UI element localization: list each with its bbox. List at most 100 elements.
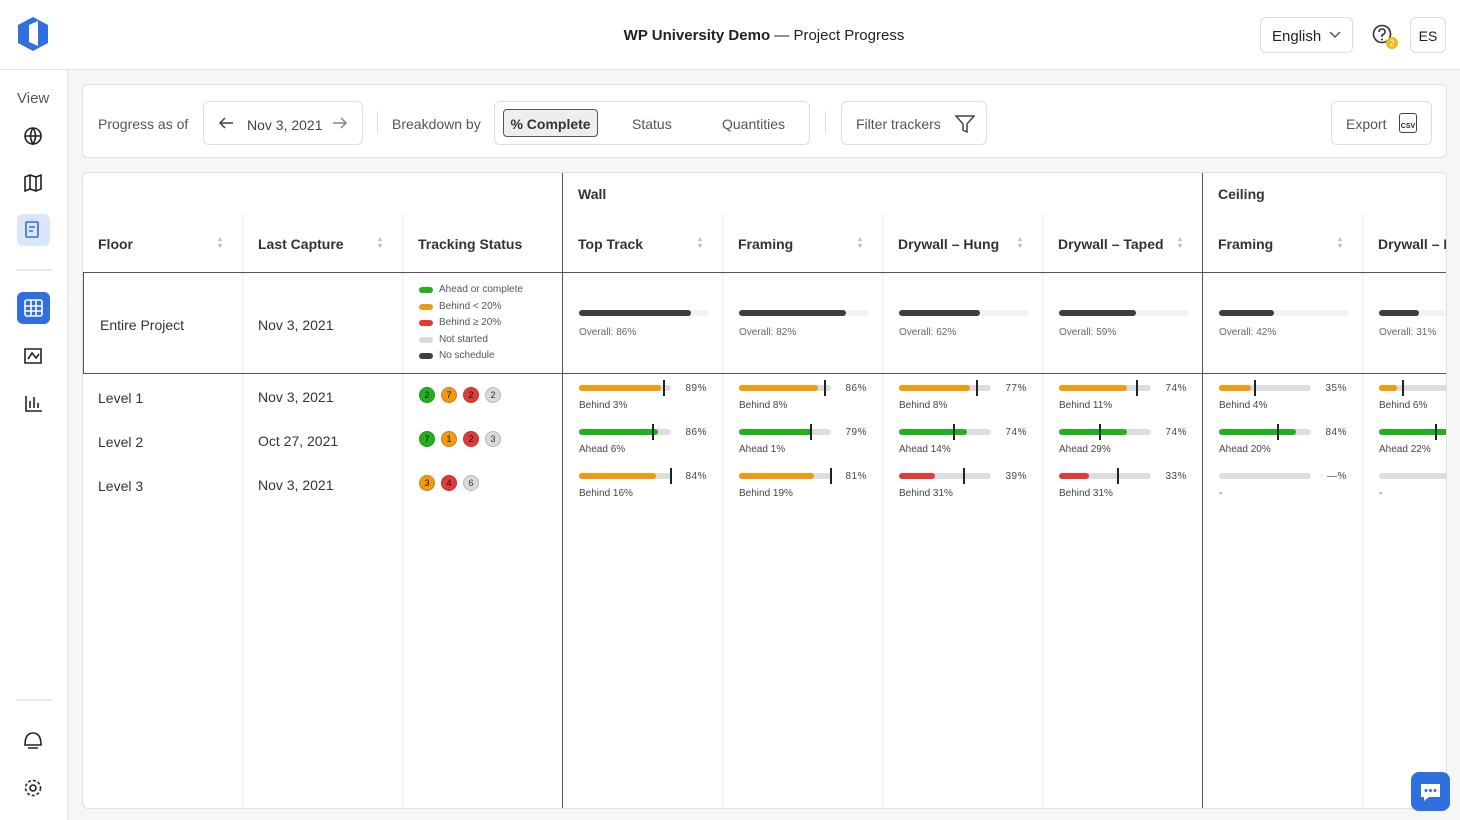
expected-marker <box>1099 424 1102 440</box>
divider <box>377 111 378 133</box>
legend-label: Behind ≥ 20% <box>439 317 502 328</box>
last-capture: Nov 3, 2021 <box>258 317 334 333</box>
overall-bar <box>739 310 846 316</box>
percent-label: 39% <box>1005 471 1027 482</box>
divider <box>825 111 826 133</box>
progress-bar <box>1059 385 1128 391</box>
overall-label: Overall: 86% <box>579 327 637 338</box>
overall-bar <box>1219 310 1274 316</box>
overall-line <box>83 373 1446 374</box>
user-avatar[interactable]: ES <box>1410 17 1446 53</box>
sort-icon: ▲ ▼ <box>1016 236 1024 250</box>
last-capture: Nov 3, 2021 <box>258 389 334 405</box>
expected-marker <box>1435 424 1438 440</box>
overall-label: Overall: 62% <box>899 327 957 338</box>
export-label: Export <box>1346 116 1387 132</box>
status-note: Behind 4% <box>1219 400 1268 411</box>
progress-table: Floor ▲ ▼ Last Capture ▲ ▼ Tracking Status Wall… <box>82 172 1447 809</box>
status-note: Ahead 22% <box>1379 444 1431 455</box>
status-note: Ahead 6% <box>579 444 626 455</box>
status-count: 2 <box>485 387 501 403</box>
progress-bar <box>1219 429 1297 435</box>
chevron <box>1329 31 1341 39</box>
language: English <box>1272 28 1322 45</box>
legend-label: No schedule <box>439 350 495 361</box>
top-bar: WP University Demo — Project Progress En… <box>0 0 1460 70</box>
filter-button[interactable]: Filter trackers <box>841 101 987 145</box>
overall-bar <box>899 310 980 316</box>
status-note: Behind 8% <box>739 400 788 411</box>
date: Nov 3, 2021 <box>247 117 323 133</box>
status-count: 7 <box>441 387 457 403</box>
sort-icon: ▲ ▼ <box>216 236 224 250</box>
status-count: 7 <box>419 431 435 447</box>
progress-bar <box>899 385 970 391</box>
percent-label: 79% <box>845 427 867 438</box>
overall-track <box>1219 310 1349 316</box>
view-label: View <box>17 90 50 107</box>
legend-swatch <box>419 320 433 326</box>
status-note: Behind 8% <box>899 400 948 411</box>
sort-icon: ▲ ▼ <box>376 236 384 250</box>
expected-marker <box>670 468 672 484</box>
percent-label: —% <box>1327 471 1347 482</box>
export-button[interactable]: Export CSV <box>1331 101 1432 145</box>
progress-track <box>1219 385 1311 391</box>
date-picker[interactable]: Nov 3, 2021 <box>203 101 363 145</box>
progress-bar <box>1379 429 1446 435</box>
expected-marker <box>1136 380 1139 396</box>
logo[interactable] <box>16 16 50 52</box>
status-count: 2 <box>419 387 435 403</box>
last-capture: Oct 27, 2021 <box>258 433 339 449</box>
column-header: Tracking Status <box>418 236 523 252</box>
percent-label: 74% <box>1165 427 1187 438</box>
chat-button[interactable] <box>1411 772 1450 811</box>
progress-track <box>1059 473 1151 479</box>
breakdown-toggle: % Complete Status Quantities <box>494 101 810 145</box>
expected-marker <box>1116 468 1119 484</box>
progress-bar <box>739 429 812 435</box>
sidebar-icons <box>16 127 52 797</box>
percent-label: 74% <box>1005 427 1027 438</box>
expected-marker <box>963 468 966 484</box>
language-select[interactable]: English <box>1260 17 1353 53</box>
expected-marker <box>953 424 956 440</box>
legend-swatch <box>419 353 433 359</box>
status-count: 2 <box>463 387 479 403</box>
breakdown-label: Breakdown by <box>392 116 481 132</box>
status-note: - <box>1379 488 1383 499</box>
overall-label: Overall: 59% <box>1059 327 1117 338</box>
help-icon[interactable] <box>1372 24 1400 52</box>
overall-bar <box>579 310 691 316</box>
percent-label: 89% <box>685 383 707 394</box>
sort-icon: ▲ ▼ <box>696 236 704 250</box>
breakdown-option[interactable]: Quantities <box>722 116 786 132</box>
sort-icon: ▲ ▼ <box>1336 236 1344 250</box>
progress-bar <box>1059 473 1090 479</box>
breakdown-option[interactable]: % Complete <box>503 109 598 137</box>
last-capture: Nov 3, 2021 <box>258 477 334 493</box>
csv-icon: CSV <box>1399 113 1417 133</box>
column-header: Drywall – Taped <box>1058 236 1164 252</box>
progress-track <box>1219 473 1311 479</box>
floor-name: Level 2 <box>98 434 144 450</box>
status-note: Behind 31% <box>1059 488 1113 499</box>
project-name: WP University Demo <box>623 27 771 44</box>
column-line <box>1202 173 1203 808</box>
sidebar: View <box>0 70 68 820</box>
status-count: 4 <box>441 475 457 491</box>
progress-track <box>899 473 991 479</box>
percent-label: 74% <box>1165 383 1187 394</box>
progress-bar <box>899 473 935 479</box>
next-date[interactable] <box>332 117 348 129</box>
column-line <box>722 213 723 808</box>
column-header: Floor <box>98 236 133 252</box>
percent-label: 77% <box>1005 383 1027 394</box>
status-count: 3 <box>419 475 435 491</box>
legend-swatch <box>419 336 433 343</box>
status-note: Ahead 1% <box>739 444 786 455</box>
status-note: Ahead 29% <box>1059 444 1111 455</box>
breakdown-option[interactable]: Status <box>632 116 672 132</box>
prev-date[interactable] <box>218 117 234 129</box>
